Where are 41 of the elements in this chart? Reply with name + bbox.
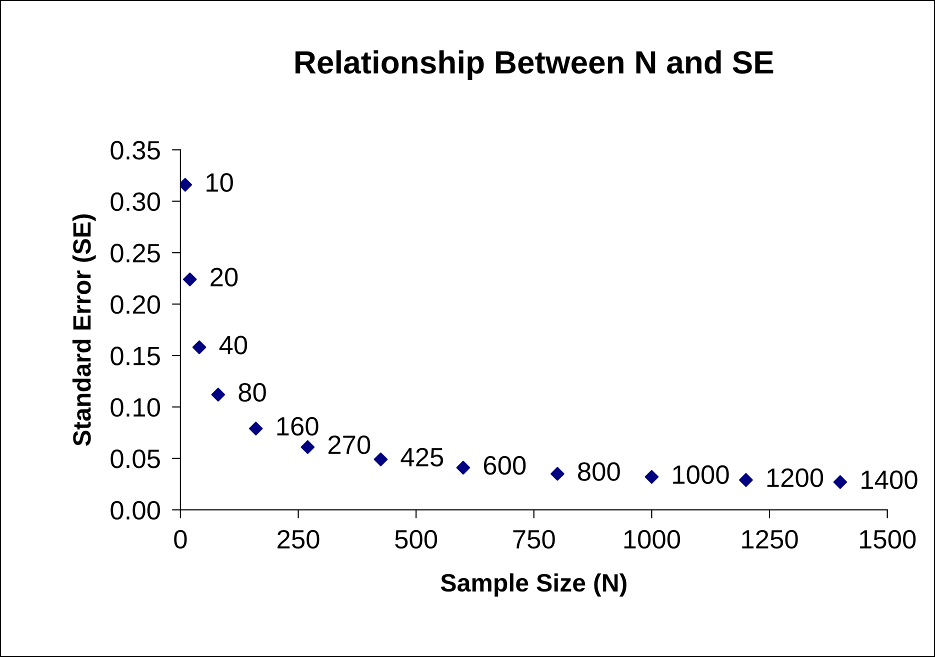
point xyxy=(211,388,226,402)
annotation: 80 xyxy=(238,383,266,402)
point xyxy=(739,473,753,487)
x-tick-label: 250 xyxy=(278,530,320,549)
x-tick-label: 0 xyxy=(174,530,187,549)
point xyxy=(248,422,263,436)
annotation: 600 xyxy=(484,456,526,475)
y-tick-label: 0.05 xyxy=(110,450,160,468)
annotation: 10 xyxy=(206,173,233,192)
y-tick-label: 0.10 xyxy=(110,398,160,417)
point xyxy=(374,452,388,466)
annotation: 800 xyxy=(578,462,620,481)
y-tick-label: 0.15 xyxy=(110,346,160,366)
point xyxy=(300,440,315,454)
annotation: 40 xyxy=(219,336,248,354)
y-tick-label: 0.20 xyxy=(110,295,160,314)
x-tick-label: 750 xyxy=(513,530,555,549)
point xyxy=(644,470,659,484)
annotation: 270 xyxy=(328,435,370,454)
annotation: 20 xyxy=(210,268,238,286)
y-tick-label: 0.25 xyxy=(110,244,160,262)
point xyxy=(550,466,564,481)
x-tick-label: 1000 xyxy=(624,530,680,549)
chart-title: Relationship Between N and SE xyxy=(296,50,774,80)
y-tick-label: 0.00 xyxy=(110,500,160,520)
annotation: 1000 xyxy=(673,465,729,484)
x-tick-label: 1500 xyxy=(860,530,916,549)
x-tick-label: 500 xyxy=(395,530,438,549)
y-axis-title: Standard Error (SE) xyxy=(72,214,96,446)
x-tick-label: 1250 xyxy=(742,530,798,549)
annotation: 1200 xyxy=(767,468,824,488)
point xyxy=(456,460,470,475)
y-tick-label: 0.35 xyxy=(110,140,160,160)
annotation: 425 xyxy=(400,448,444,467)
annotation: 1400 xyxy=(862,470,918,490)
point xyxy=(192,340,206,354)
point xyxy=(833,475,848,489)
point xyxy=(182,272,197,286)
annotation: 160 xyxy=(277,416,318,436)
y-tick-label: 0.30 xyxy=(110,192,160,212)
x-axis-title: Sample Size (N) xyxy=(440,573,626,597)
